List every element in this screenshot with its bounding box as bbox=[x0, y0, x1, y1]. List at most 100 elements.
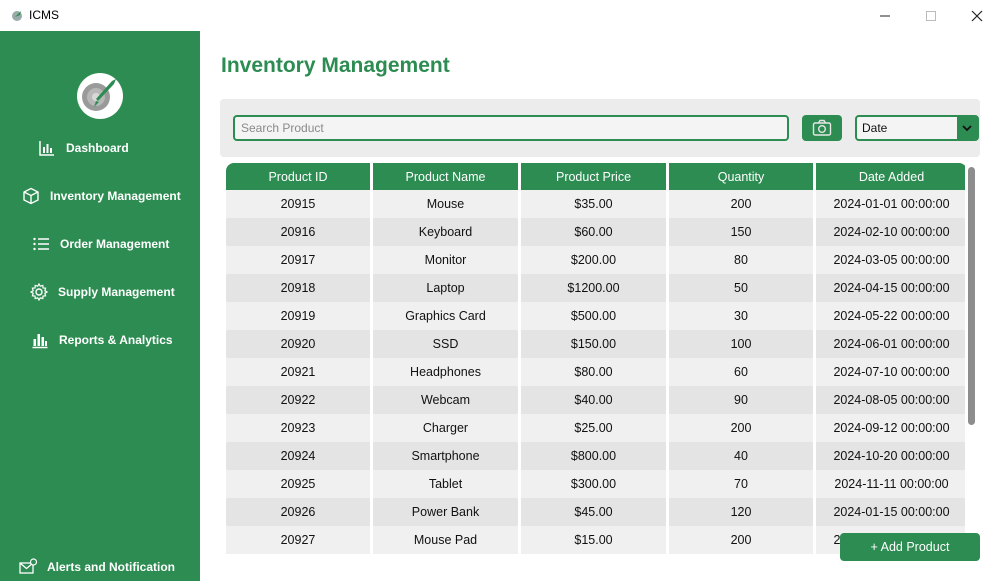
cell-date-added: 2024-06-01 00:00:00 bbox=[816, 330, 965, 358]
cell-product-name: Keyboard bbox=[373, 218, 518, 246]
cell-product-price: $500.00 bbox=[521, 302, 666, 330]
maximize-button[interactable] bbox=[908, 0, 954, 31]
minimize-icon bbox=[880, 15, 890, 16]
cell-quantity: 40 bbox=[669, 442, 813, 470]
cell-date-added: 2024-11-11 00:00:00 bbox=[816, 470, 965, 498]
window-title: ICMS bbox=[29, 8, 59, 22]
sidebar-item-supply[interactable]: Supply Management bbox=[0, 278, 200, 306]
cell-product-id: 20917 bbox=[226, 246, 370, 274]
cell-product-name: Smartphone bbox=[373, 442, 518, 470]
table-row[interactable]: 20915 Mouse $35.00 200 2024-01-01 00:00:00 bbox=[226, 190, 965, 218]
close-button[interactable] bbox=[954, 0, 1000, 31]
app-icon bbox=[12, 11, 22, 21]
cell-product-name: Laptop bbox=[373, 274, 518, 302]
cell-product-price: $150.00 bbox=[521, 330, 666, 358]
sidebar-item-label: Inventory Management bbox=[50, 189, 181, 203]
table-row[interactable]: 20917 Monitor $200.00 80 2024-03-05 00:00:00 bbox=[226, 246, 965, 274]
add-product-button[interactable]: + Add Product bbox=[840, 533, 980, 561]
cell-product-name: Monitor bbox=[373, 246, 518, 274]
cell-product-id: 20918 bbox=[226, 274, 370, 302]
sidebar-item-inventory[interactable]: Inventory Management bbox=[0, 182, 200, 210]
scan-button[interactable] bbox=[802, 115, 842, 141]
column-header-quantity[interactable]: Quantity bbox=[669, 163, 813, 190]
table-row[interactable]: 20924 Smartphone $800.00 40 2024-10-20 00:00… bbox=[226, 442, 965, 470]
cell-date-added: 2024-05-22 00:00:00 bbox=[816, 302, 965, 330]
column-header-product-name[interactable]: Product Name bbox=[373, 163, 518, 190]
cell-quantity: 150 bbox=[669, 218, 813, 246]
cell-quantity: 120 bbox=[669, 498, 813, 526]
cell-product-price: $15.00 bbox=[521, 526, 666, 554]
table-row[interactable]: 20919 Graphics Card $500.00 30 2024-05-22 00… bbox=[226, 302, 965, 330]
cell-quantity: 200 bbox=[669, 414, 813, 442]
report-chart-icon bbox=[31, 331, 49, 349]
cell-date-added: 2024-03-05 00:00:00 bbox=[816, 246, 965, 274]
cell-product-price: $35.00 bbox=[521, 190, 666, 218]
cell-quantity: 90 bbox=[669, 386, 813, 414]
column-header-product-price[interactable]: Product Price bbox=[521, 163, 666, 190]
cell-product-price: $60.00 bbox=[521, 218, 666, 246]
sidebar-item-orders[interactable]: Order Management bbox=[0, 230, 200, 258]
search-input[interactable] bbox=[233, 115, 789, 141]
cell-product-name: Tablet bbox=[373, 470, 518, 498]
cell-quantity: 60 bbox=[669, 358, 813, 386]
cell-product-name: Headphones bbox=[373, 358, 518, 386]
cell-quantity: 50 bbox=[669, 274, 813, 302]
table-row[interactable]: 20925 Tablet $300.00 70 2024-11-11 00:00:00 bbox=[226, 470, 965, 498]
close-icon bbox=[971, 10, 983, 21]
table-body: 20915 Mouse $35.00 200 2024-01-01 00:00:00 20… bbox=[226, 190, 965, 554]
cell-quantity: 80 bbox=[669, 246, 813, 274]
cell-quantity: 30 bbox=[669, 302, 813, 330]
table-row[interactable]: 20918 Laptop $1200.00 50 2024-04-15 00:00:00 bbox=[226, 274, 965, 302]
cell-product-id: 20924 bbox=[226, 442, 370, 470]
sidebar-item-label: Order Management bbox=[60, 237, 170, 251]
table-row[interactable]: 20916 Keyboard $60.00 150 2024-02-10 00:00:0… bbox=[226, 218, 965, 246]
sort-selected-value: Date bbox=[862, 121, 888, 135]
gear-icon bbox=[30, 283, 48, 301]
cell-quantity: 200 bbox=[669, 526, 813, 554]
table-row[interactable]: 20923 Charger $25.00 200 2024-09-12 00:00:00 bbox=[226, 414, 965, 442]
cell-product-id: 20916 bbox=[226, 218, 370, 246]
table-row[interactable]: 20926 Power Bank $45.00 120 2024-01-15 00:00… bbox=[226, 498, 965, 526]
cell-product-name: Graphics Card bbox=[373, 302, 518, 330]
column-header-product-id[interactable]: Product ID bbox=[226, 163, 370, 190]
sidebar-item-label: Dashboard bbox=[66, 141, 129, 155]
cell-product-name: SSD bbox=[373, 330, 518, 358]
cell-product-price: $80.00 bbox=[521, 358, 666, 386]
cell-date-added: 2024-02-10 00:00:00 bbox=[816, 218, 965, 246]
sidebar-item-alerts[interactable]: Alerts and Notification bbox=[0, 553, 200, 581]
cell-product-price: $200.00 bbox=[521, 246, 666, 274]
column-header-date-added[interactable]: Date Added bbox=[816, 163, 965, 190]
cell-quantity: 100 bbox=[669, 330, 813, 358]
sidebar-item-label: Reports & Analytics bbox=[59, 333, 173, 347]
sidebar-item-reports[interactable]: Reports & Analytics bbox=[0, 326, 200, 354]
chevron-down-icon[interactable] bbox=[957, 117, 977, 139]
minimize-button[interactable] bbox=[862, 0, 908, 31]
table-header-row: Product ID Product Name Product Price Qu… bbox=[226, 163, 965, 190]
cell-date-added: 2024-01-01 00:00:00 bbox=[816, 190, 965, 218]
cell-product-price: $1200.00 bbox=[521, 274, 666, 302]
cell-product-price: $40.00 bbox=[521, 386, 666, 414]
table-row[interactable]: 20922 Webcam $40.00 90 2024-08-05 00:00:00 bbox=[226, 386, 965, 414]
title-bar: ICMS bbox=[0, 0, 1000, 31]
product-table: Product ID Product Name Product Price Qu… bbox=[226, 163, 965, 554]
cell-date-added: 2024-01-15 00:00:00 bbox=[816, 498, 965, 526]
list-icon bbox=[32, 235, 50, 253]
cell-product-name: Charger bbox=[373, 414, 518, 442]
cell-product-name: Power Bank bbox=[373, 498, 518, 526]
cell-product-name: Mouse bbox=[373, 190, 518, 218]
cell-product-id: 20915 bbox=[226, 190, 370, 218]
cell-product-price: $300.00 bbox=[521, 470, 666, 498]
sort-dropdown[interactable]: Date bbox=[855, 115, 979, 141]
maximize-icon bbox=[926, 10, 936, 21]
sidebar-item-dashboard[interactable]: Dashboard bbox=[0, 134, 200, 162]
cell-product-id: 20927 bbox=[226, 526, 370, 554]
mail-alert-icon bbox=[19, 558, 37, 576]
cell-product-id: 20925 bbox=[226, 470, 370, 498]
cell-quantity: 200 bbox=[669, 190, 813, 218]
table-scrollbar[interactable] bbox=[968, 167, 975, 425]
cell-product-id: 20922 bbox=[226, 386, 370, 414]
table-row[interactable]: 20921 Headphones $80.00 60 2024-07-10 00:00:… bbox=[226, 358, 965, 386]
table-row[interactable]: 20920 SSD $150.00 100 2024-06-01 00:00:00 bbox=[226, 330, 965, 358]
cell-product-id: 20919 bbox=[226, 302, 370, 330]
cell-product-id: 20921 bbox=[226, 358, 370, 386]
